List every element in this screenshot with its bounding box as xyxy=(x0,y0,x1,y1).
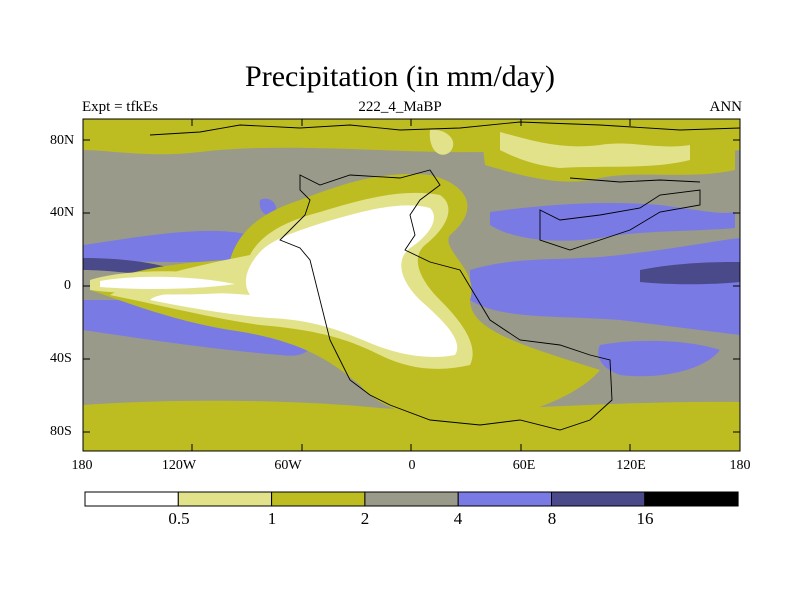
lat-label-40s: 40S xyxy=(50,351,72,366)
season-label: ANN xyxy=(709,99,743,115)
colorbar-label-1: 1 xyxy=(267,509,277,528)
lon-label-60w: 60W xyxy=(274,458,302,473)
colorbar-box xyxy=(551,491,646,507)
colorbar-label-2: 2 xyxy=(360,509,370,528)
coastline xyxy=(149,121,741,431)
lat-label-80s: 80S xyxy=(50,424,72,439)
colorbar-box xyxy=(457,491,553,507)
experiment-label: Expt = tfkEs xyxy=(82,99,158,115)
colorbar-box xyxy=(364,491,459,507)
colorbar xyxy=(84,491,739,507)
colorbar-label-4: 4 xyxy=(453,509,463,528)
lat-label-0: 0 xyxy=(64,278,71,293)
lon-label-180w: 180 xyxy=(71,458,93,473)
colorbar-label-0_5: 0.5 xyxy=(168,509,190,528)
axis-ticks xyxy=(83,119,740,451)
lon-label-60e: 60E xyxy=(512,458,536,473)
lon-label-180e: 180 xyxy=(729,458,751,473)
lon-label-0: 0 xyxy=(408,458,416,473)
colorbar-label-16: 16 xyxy=(636,509,654,528)
period-label: 222_4_MaBP xyxy=(358,99,442,115)
lon-label-120w: 120W xyxy=(161,458,197,473)
colorbar-box xyxy=(177,491,273,507)
colorbar-box xyxy=(84,491,179,507)
lat-label-40n: 40N xyxy=(50,205,75,220)
colorbar-box xyxy=(271,491,366,507)
lat-label-80n: 80N xyxy=(50,133,75,148)
contour-fill xyxy=(83,119,740,451)
map-title: Precipitation (in mm/day) xyxy=(245,60,555,93)
colorbar-label-8: 8 xyxy=(547,509,557,528)
lon-label-120e: 120E xyxy=(616,458,646,473)
colorbar-box xyxy=(644,491,739,507)
